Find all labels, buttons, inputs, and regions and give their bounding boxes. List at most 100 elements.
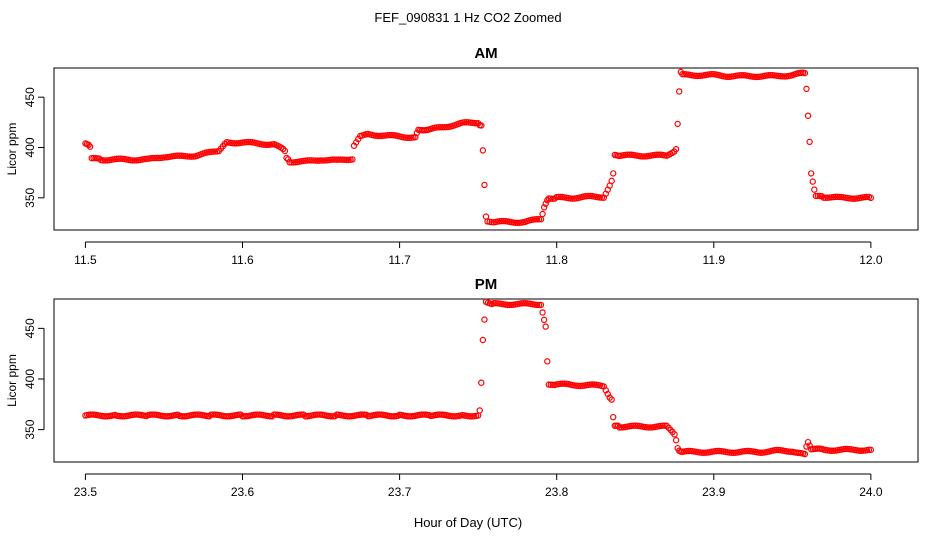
data-point: [832, 193, 839, 201]
data-point: [478, 379, 485, 386]
data-point: [803, 85, 810, 93]
data-point: [335, 156, 342, 163]
data-point: [608, 177, 615, 185]
data-point: [724, 73, 731, 81]
pm-x-tick-label: 23.6: [231, 485, 255, 499]
data-point: [575, 382, 582, 390]
data-point: [639, 153, 647, 160]
data-point: [481, 316, 488, 323]
data-point: [539, 309, 546, 316]
data-point: [349, 156, 356, 163]
data-point: [559, 380, 566, 387]
data-point: [535, 301, 543, 309]
data-point: [672, 145, 680, 153]
data-point: [283, 154, 290, 162]
data-point: [685, 447, 692, 455]
data-point: [374, 132, 382, 140]
data-point: [154, 154, 162, 162]
data-point: [624, 151, 631, 158]
data-point: [547, 195, 555, 202]
data-point: [588, 381, 596, 388]
data-point: [317, 157, 325, 164]
data-point: [857, 447, 865, 454]
data-point: [186, 153, 193, 160]
data-point: [535, 216, 543, 223]
am-x-tick-label: 12.0: [859, 253, 883, 267]
data-point: [520, 299, 527, 307]
pm-y-tick-label: 400: [23, 369, 37, 389]
data-point: [811, 186, 818, 193]
data-point: [865, 446, 873, 454]
data-point: [540, 204, 548, 211]
data-point: [540, 316, 548, 324]
data-point: [779, 73, 786, 80]
data-point: [867, 446, 875, 454]
data-point: [281, 147, 289, 155]
data-point: [608, 396, 615, 403]
data-point: [231, 140, 238, 147]
am-data-points: [82, 68, 875, 227]
data-point: [751, 73, 759, 81]
am-y-tick-label: 350: [23, 187, 37, 207]
data-point: [674, 120, 681, 128]
data-point: [863, 193, 871, 201]
data-point: [714, 447, 721, 455]
data-point: [245, 138, 252, 146]
data-point: [828, 447, 835, 454]
data-point: [476, 407, 483, 414]
data-point: [461, 119, 468, 126]
data-point: [542, 200, 549, 207]
am-x-tick-label: 11.7: [388, 253, 411, 267]
data-point: [728, 449, 735, 456]
am-x-tick-label: 11.5: [74, 253, 97, 267]
data-point: [437, 123, 445, 131]
data-point: [806, 138, 813, 146]
data-point: [488, 218, 495, 226]
data-point: [804, 438, 812, 446]
x-axis-label: Hour of Day (UTC): [414, 515, 522, 530]
pm-data-points: [82, 298, 875, 458]
data-point: [150, 154, 158, 162]
data-point: [478, 122, 485, 129]
data-point: [616, 424, 623, 431]
data-point: [313, 157, 321, 164]
data-point: [738, 71, 745, 79]
pm-y-axis-label: Licor ppm: [5, 354, 19, 407]
data-point: [645, 424, 653, 431]
data-point: [479, 336, 487, 344]
data-point: [659, 422, 666, 429]
data-point: [539, 210, 546, 218]
am-x-tick-label: 11.8: [545, 253, 568, 267]
data-point: [537, 301, 545, 309]
data-point: [549, 381, 556, 389]
am-y-tick-label: 450: [23, 87, 37, 107]
data-point: [692, 72, 700, 80]
data-point: [284, 156, 292, 163]
data-point: [809, 178, 816, 185]
am-x-tick-label: 11.6: [231, 253, 254, 267]
am-plot-frame: [53, 67, 919, 231]
data-point: [115, 155, 123, 162]
data-point: [174, 152, 181, 159]
data-point: [610, 170, 617, 177]
data-point: [630, 422, 637, 429]
data-point: [672, 437, 680, 444]
data-point: [129, 157, 136, 164]
data-point: [842, 445, 849, 453]
pm-y-tick-label: 350: [23, 419, 37, 439]
am-panel-title: AM: [474, 45, 497, 62]
data-point: [481, 181, 488, 189]
data-point: [86, 143, 94, 150]
data-point: [773, 446, 780, 454]
data-point: [822, 194, 829, 201]
data-point: [300, 411, 307, 418]
data-point: [806, 442, 813, 449]
data-point: [498, 217, 505, 225]
pm-x-tick-label: 23.7: [388, 485, 412, 499]
data-point: [479, 147, 487, 154]
data-point: [767, 71, 774, 79]
data-point: [467, 413, 474, 420]
data-point: [584, 192, 592, 200]
